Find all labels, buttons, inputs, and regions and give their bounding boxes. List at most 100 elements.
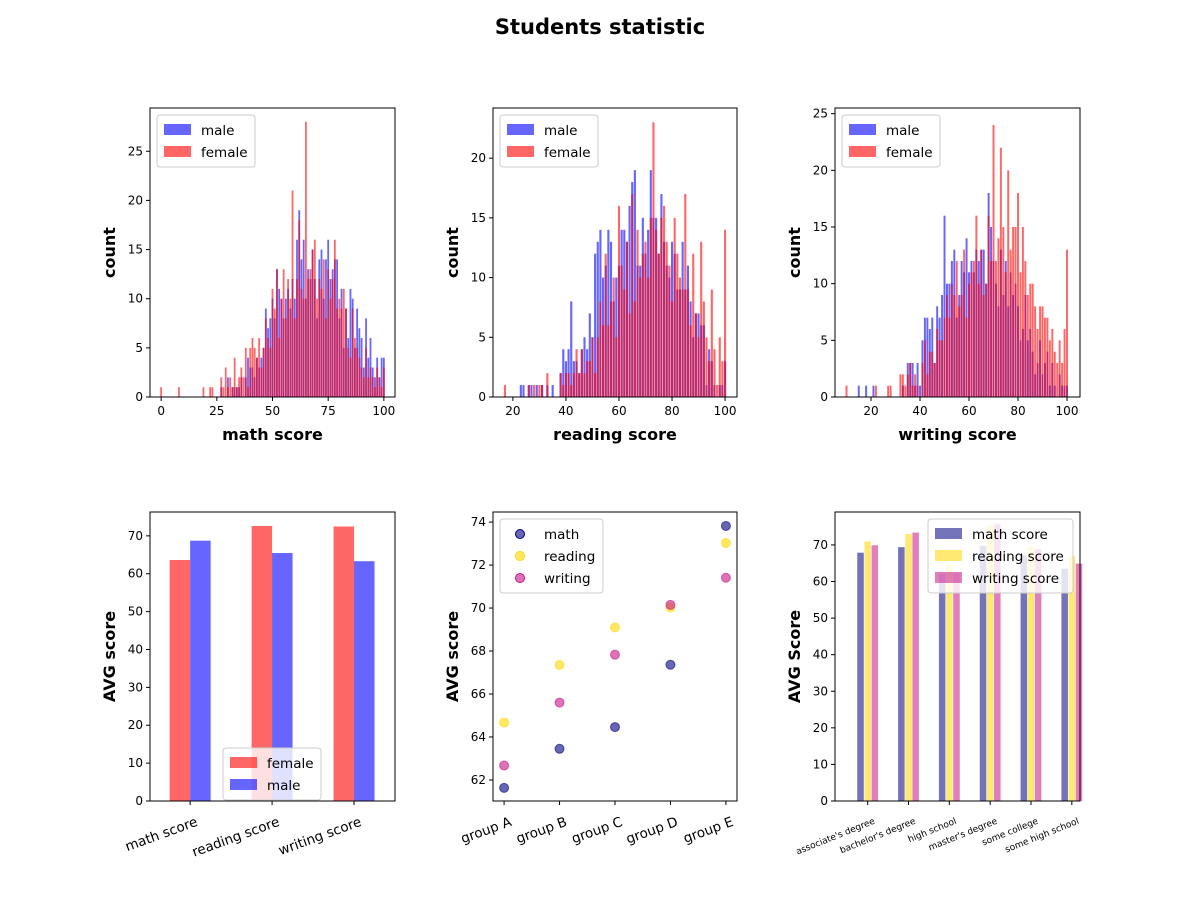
legend-label: writing (544, 571, 591, 587)
y-axis-label: count (100, 227, 119, 278)
x-tick-label: 40 (558, 404, 573, 418)
y-tick-label: 10 (128, 292, 143, 306)
histogram-bar-male (570, 301, 573, 397)
histogram-bar-female (249, 347, 252, 397)
y-tick-label: 20 (813, 163, 828, 177)
histogram-bar-female (227, 387, 229, 397)
y-tick-label: 0 (820, 390, 828, 404)
histogram-bar-female (941, 340, 944, 397)
histogram-bar-female (911, 385, 914, 397)
y-tick-label: 30 (813, 684, 828, 698)
histogram-bar-female (721, 361, 724, 397)
histogram-bar-female (282, 269, 285, 397)
histogram-bar-female (365, 347, 367, 397)
histogram-bar-female (231, 387, 234, 397)
bar-math-score (898, 547, 905, 801)
legend-marker (515, 551, 525, 561)
x-tick-label: group C (569, 814, 624, 847)
histogram-bar-female (713, 349, 716, 397)
histogram-bar-male (628, 205, 631, 397)
legend-label: female (201, 145, 248, 161)
histogram-bar-female (260, 367, 263, 397)
histogram-bar-female (1048, 340, 1051, 397)
histogram-bar-female (938, 340, 941, 397)
y-tick-label: 0 (820, 794, 828, 808)
legend: math score reading score writing score (927, 518, 1074, 594)
histogram-bar-female (997, 238, 1000, 397)
histogram-bar-female (1017, 193, 1019, 397)
y-tick-label: 5 (478, 330, 486, 344)
bar-writing-score (912, 532, 919, 801)
legend-frame (499, 518, 604, 594)
bar-math-score (1061, 568, 1068, 801)
x-tick-label: group B (514, 814, 569, 847)
histogram-bar-male (911, 363, 914, 397)
histogram-bar-female (1041, 306, 1044, 397)
histogram-bar-female (220, 377, 223, 397)
histogram-bar-female (657, 253, 660, 397)
legend: male female (499, 114, 599, 168)
histogram-bar-female (256, 357, 258, 397)
histogram-bar-male (583, 337, 586, 397)
bar-reading-score (986, 525, 994, 801)
histogram-bar-female (586, 361, 589, 397)
y-tick-label: 20 (128, 193, 143, 207)
bar-writing-score (871, 545, 879, 801)
bar-math-score (857, 552, 864, 801)
histogram-bar-female (602, 325, 605, 397)
histogram-bar-female (612, 277, 615, 397)
bar-writing-score (953, 572, 960, 801)
histogram-bar-male (926, 317, 929, 397)
histogram-bar-female (980, 249, 983, 397)
scatter-point-writing (720, 572, 731, 583)
histogram-bar-female (1029, 283, 1032, 397)
x-tick-label: 75 (321, 404, 336, 418)
histogram-bar-female (269, 347, 272, 397)
histogram-bar-female (982, 295, 985, 397)
legend-swatch (507, 146, 534, 157)
histogram-bar-female (689, 325, 692, 397)
histogram-bar-female (963, 249, 966, 397)
y-tick-label: 62 (471, 773, 486, 787)
legend-label: female (267, 756, 314, 772)
histogram-bar-female (300, 288, 303, 397)
histogram-bar-female (356, 347, 359, 397)
y-axis-label: count (785, 227, 804, 278)
y-tick-label: 15 (813, 220, 828, 234)
histogram-bar-female (369, 367, 372, 397)
histogram-bar-female (1007, 170, 1010, 397)
legend-label: male (267, 778, 300, 794)
y-axis-label: AVG Score (785, 610, 804, 703)
histogram-bar-female (628, 313, 631, 397)
legend-marker (515, 529, 525, 539)
legend-swatch (935, 528, 962, 539)
histogram-bar-female (1031, 283, 1034, 397)
x-tick-label: 50 (265, 404, 280, 418)
histogram-bar-female (652, 122, 655, 398)
scatter-point-writing (665, 599, 676, 610)
histogram-bar-male (916, 363, 919, 397)
y-tick-label: 72 (471, 558, 486, 572)
histogram-bar-male (596, 241, 599, 397)
histogram-bar-female (362, 377, 365, 397)
histogram-bar-female (623, 289, 626, 397)
histogram-bar-male (872, 385, 875, 397)
histogram-bar-female (1051, 329, 1054, 397)
legend-label: math score (972, 527, 1048, 543)
histogram-bar-female (955, 261, 958, 397)
histogram-bar-female (985, 283, 988, 397)
scatter-point-math (554, 743, 565, 754)
bar-math-score (979, 545, 987, 801)
histogram-bar-female (378, 377, 381, 397)
y-tick-label: 50 (128, 605, 143, 619)
histogram-bar-female (845, 385, 848, 397)
x-tick-label: 80 (1010, 404, 1025, 418)
x-tick-label: group D (624, 814, 680, 847)
histogram-bar-female (546, 373, 549, 397)
histogram-bar-male (919, 385, 921, 397)
histogram-bar-female (594, 373, 597, 397)
y-tick-label: 0 (135, 390, 143, 404)
histogram-bar-female (233, 357, 236, 397)
